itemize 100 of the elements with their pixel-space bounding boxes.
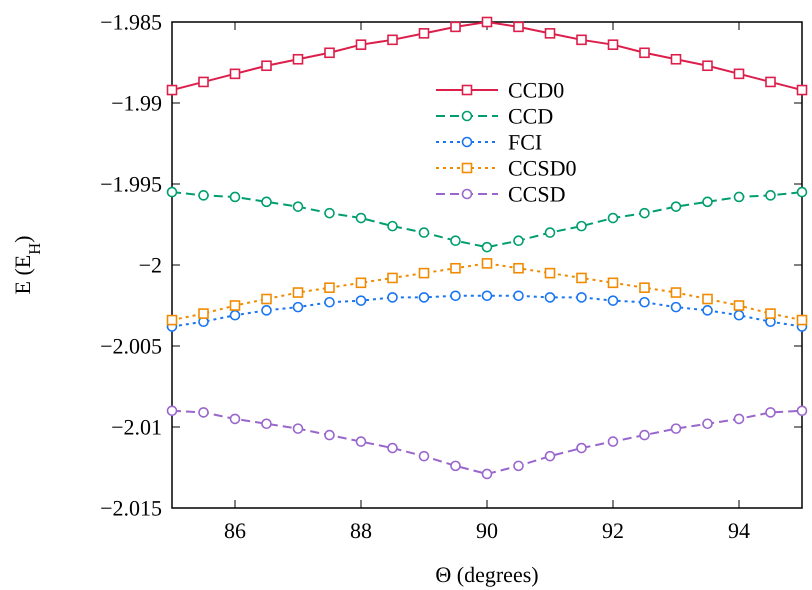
point xyxy=(608,212,618,224)
point xyxy=(356,212,366,224)
point xyxy=(450,22,461,32)
x-tick-label: 92 xyxy=(602,518,624,543)
point xyxy=(544,292,556,303)
point xyxy=(230,192,240,202)
legend-label: CCD xyxy=(508,104,554,129)
point xyxy=(292,201,304,212)
point xyxy=(482,242,492,252)
y-tick-label: −2 xyxy=(138,252,162,278)
y-tick-label: −2.005 xyxy=(100,334,162,359)
point xyxy=(639,47,650,58)
point xyxy=(356,295,366,306)
point xyxy=(576,442,587,454)
point xyxy=(765,76,776,88)
point xyxy=(670,201,682,212)
point xyxy=(356,278,366,288)
point xyxy=(639,282,650,293)
x-tick-label: 86 xyxy=(224,518,246,543)
point xyxy=(166,406,178,416)
point xyxy=(796,186,808,198)
point xyxy=(639,296,650,308)
point xyxy=(261,294,272,304)
point xyxy=(796,84,808,96)
point xyxy=(608,278,618,288)
point xyxy=(418,28,430,39)
point xyxy=(734,300,744,311)
point xyxy=(261,418,272,430)
y-tick-label: −1.99 xyxy=(111,90,162,116)
point xyxy=(544,450,556,462)
legend-label: CCD0 xyxy=(508,78,564,103)
point xyxy=(450,235,461,246)
point xyxy=(482,290,492,302)
y-tick-label: −1.995 xyxy=(100,172,162,197)
point xyxy=(230,310,240,321)
point xyxy=(324,208,335,218)
point xyxy=(261,305,272,316)
legend-label: CCSD0 xyxy=(508,156,576,181)
point xyxy=(513,290,524,302)
point xyxy=(418,227,430,238)
point xyxy=(324,47,335,58)
x-tick-label: 90 xyxy=(476,518,498,543)
y-tick-label: −2.01 xyxy=(111,414,162,440)
point xyxy=(608,295,618,306)
point xyxy=(544,28,556,39)
point xyxy=(387,292,398,303)
point xyxy=(230,68,240,80)
point xyxy=(702,418,713,430)
point xyxy=(418,268,430,278)
point xyxy=(324,430,335,440)
legend-label: CCSD xyxy=(508,182,566,207)
point xyxy=(734,414,744,424)
point xyxy=(356,39,366,50)
point xyxy=(292,423,304,434)
point xyxy=(450,290,461,302)
y-tick-label: −2.015 xyxy=(100,496,162,521)
point xyxy=(670,54,682,65)
point xyxy=(702,196,713,208)
point xyxy=(765,190,776,201)
point xyxy=(576,34,587,46)
point xyxy=(198,308,209,319)
point xyxy=(418,292,430,303)
point xyxy=(482,16,492,28)
point xyxy=(576,292,587,303)
point xyxy=(576,220,587,232)
point xyxy=(324,296,335,308)
point xyxy=(418,450,430,462)
point xyxy=(292,302,304,312)
point xyxy=(482,258,492,269)
point xyxy=(387,442,398,454)
point xyxy=(544,227,556,238)
point xyxy=(513,235,524,246)
point xyxy=(639,208,650,218)
point xyxy=(198,190,209,201)
point xyxy=(450,262,461,274)
point xyxy=(261,196,272,208)
point xyxy=(796,314,808,326)
point xyxy=(356,436,366,447)
point xyxy=(513,22,524,32)
point xyxy=(544,268,556,278)
point xyxy=(230,414,240,424)
point xyxy=(734,192,744,202)
point xyxy=(230,300,240,311)
point xyxy=(765,308,776,319)
point xyxy=(670,302,682,312)
point xyxy=(702,294,713,304)
point xyxy=(450,460,461,472)
point xyxy=(387,34,398,46)
point xyxy=(292,287,304,298)
point xyxy=(796,406,808,416)
x-tick-label: 88 xyxy=(350,518,372,543)
point xyxy=(639,430,650,440)
point xyxy=(387,272,398,284)
x-tick-label: 94 xyxy=(728,518,750,543)
point xyxy=(292,54,304,65)
point xyxy=(166,314,178,326)
point xyxy=(482,468,492,480)
point xyxy=(387,220,398,232)
point xyxy=(670,423,682,434)
point xyxy=(166,84,178,96)
